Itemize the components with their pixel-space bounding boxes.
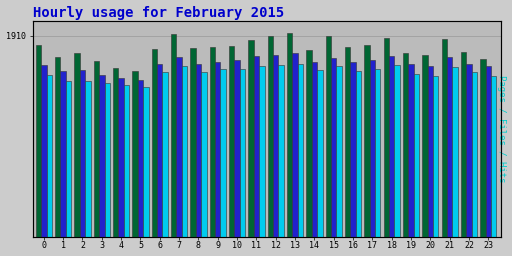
Bar xyxy=(485,66,491,237)
Bar xyxy=(132,71,138,237)
Bar xyxy=(259,66,265,237)
Bar xyxy=(229,46,234,237)
Bar xyxy=(433,76,438,237)
Bar xyxy=(157,64,162,237)
Bar xyxy=(55,57,60,237)
Bar xyxy=(326,36,331,237)
Bar xyxy=(104,83,110,237)
Bar xyxy=(60,71,66,237)
Bar xyxy=(298,64,303,237)
Bar xyxy=(394,65,400,237)
Bar xyxy=(422,55,428,237)
Bar xyxy=(312,62,317,237)
Bar xyxy=(466,64,472,237)
Bar xyxy=(171,35,177,237)
Bar xyxy=(336,66,342,237)
Bar xyxy=(201,72,206,237)
Bar xyxy=(389,56,394,237)
Bar xyxy=(36,45,41,237)
Bar xyxy=(240,69,245,237)
Bar xyxy=(118,78,124,237)
Bar xyxy=(403,54,408,237)
Bar xyxy=(177,57,182,237)
Bar xyxy=(209,47,215,237)
Bar xyxy=(383,38,389,237)
Bar xyxy=(306,50,312,237)
Bar xyxy=(350,62,356,237)
Bar xyxy=(375,69,380,237)
Bar xyxy=(152,49,157,237)
Bar xyxy=(215,62,221,237)
Bar xyxy=(370,60,375,237)
Bar xyxy=(480,59,485,237)
Bar xyxy=(66,81,71,237)
Bar xyxy=(74,54,80,237)
Bar xyxy=(80,70,85,237)
Bar xyxy=(287,33,292,237)
Bar xyxy=(331,58,336,237)
Bar xyxy=(273,55,279,237)
Bar xyxy=(472,72,477,237)
Bar xyxy=(408,64,414,237)
Bar xyxy=(268,36,273,237)
Bar xyxy=(317,70,323,237)
Bar xyxy=(196,64,201,237)
Bar xyxy=(113,68,118,237)
Bar xyxy=(491,76,497,237)
Bar xyxy=(99,74,104,237)
Bar xyxy=(190,48,196,237)
Bar xyxy=(234,60,240,237)
Bar xyxy=(248,40,254,237)
Bar xyxy=(143,87,148,237)
Bar xyxy=(453,67,458,237)
Bar xyxy=(441,39,447,237)
Bar xyxy=(279,65,284,237)
Bar xyxy=(94,61,99,237)
Bar xyxy=(182,66,187,237)
Bar xyxy=(124,85,129,237)
Bar xyxy=(138,80,143,237)
Bar xyxy=(414,73,419,237)
Bar xyxy=(221,69,226,237)
Bar xyxy=(447,57,453,237)
Bar xyxy=(254,56,259,237)
Y-axis label: Pages / Files / Hits: Pages / Files / Hits xyxy=(498,75,506,183)
Bar xyxy=(292,54,298,237)
Bar xyxy=(85,81,91,237)
Bar xyxy=(364,45,370,237)
Bar xyxy=(41,65,47,237)
Bar xyxy=(461,52,466,237)
Text: Hourly usage for February 2015: Hourly usage for February 2015 xyxy=(33,6,285,19)
Bar xyxy=(162,72,168,237)
Bar xyxy=(356,71,361,237)
Bar xyxy=(345,47,350,237)
Bar xyxy=(428,66,433,237)
Bar xyxy=(47,74,52,237)
